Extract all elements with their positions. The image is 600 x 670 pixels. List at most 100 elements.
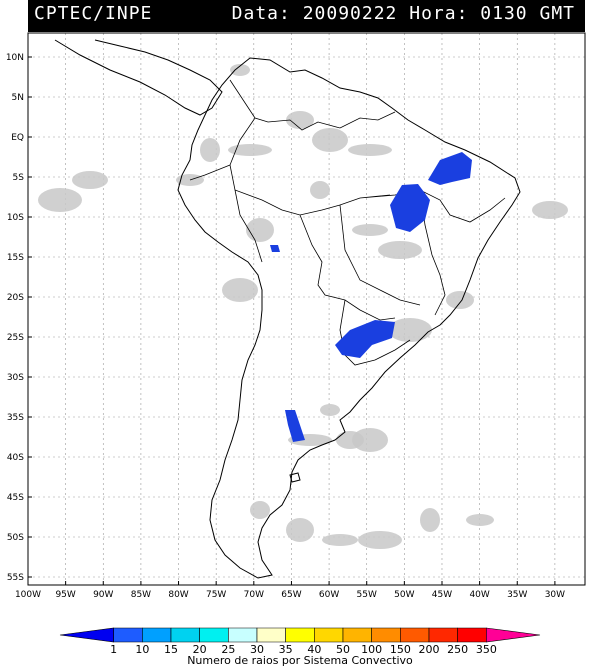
lightning-patch	[270, 245, 280, 252]
cloud-patch	[310, 181, 330, 199]
country-borders	[189, 79, 506, 366]
lat-label: 40S	[7, 453, 24, 463]
legend-swatch	[228, 627, 258, 643]
legend-value: 1	[110, 643, 117, 656]
cloud-patch	[320, 404, 340, 416]
cloud-patch	[250, 501, 270, 519]
cloud-patch	[420, 508, 440, 532]
lon-label: 55W	[357, 590, 377, 600]
cloud-cover	[38, 64, 568, 549]
time-label: Hora:	[409, 3, 469, 24]
map-frame	[27, 32, 586, 586]
cloud-patch	[348, 144, 392, 156]
legend-value: 200	[419, 643, 440, 656]
lon-label: 65W	[281, 590, 301, 600]
cloud-patch	[446, 291, 474, 309]
time-zone: GMT	[539, 3, 575, 24]
time-value: 0130	[480, 3, 528, 24]
title-bar: CPTEC/INPE Data: 20090222 Hora: 0130 GMT	[28, 0, 585, 32]
legend-swatch	[256, 627, 286, 643]
source-label: CPTEC/INPE	[34, 3, 153, 24]
legend-value: 30	[250, 643, 264, 656]
lon-label: 40W	[469, 590, 489, 600]
lightning-patch	[285, 410, 305, 442]
legend-swatch	[428, 627, 458, 643]
cloud-patch	[532, 201, 568, 219]
lon-label: 70W	[244, 590, 264, 600]
cloud-patch	[38, 188, 82, 212]
lightning-patch	[390, 184, 430, 232]
legend-value: 35	[279, 643, 293, 656]
south-america-outline	[177, 57, 521, 579]
legend-value: 100	[361, 643, 382, 656]
lat-label: 35S	[7, 413, 24, 423]
lon-label: 75W	[206, 590, 226, 600]
lon-label: 95W	[55, 590, 75, 600]
cloud-patch	[352, 224, 388, 236]
legend-value: 350	[476, 643, 497, 656]
date-value: 20090222	[302, 3, 398, 24]
cloud-patch	[378, 241, 422, 259]
cloud-patch	[72, 171, 108, 189]
cloud-patch	[352, 428, 388, 452]
cloud-patch	[286, 111, 314, 129]
legend-value: 250	[447, 643, 468, 656]
lat-label: 25S	[7, 333, 24, 343]
lat-label: 5N	[12, 93, 24, 103]
legend-value: 50	[336, 643, 350, 656]
lat-label: 15S	[7, 253, 24, 263]
lon-label: 35W	[507, 590, 527, 600]
legend-value: 25	[221, 643, 235, 656]
lat-label: 10N	[6, 53, 24, 63]
cloud-patch	[358, 531, 402, 549]
map-axes: 10N 5N EQ 5S 10S 15S 20S 25S 30S 35S 40S 45S 50S 55S 1…	[6, 32, 586, 600]
legend-swatch	[142, 627, 172, 643]
cloud-patch	[286, 518, 314, 542]
legend-value: 20	[193, 643, 207, 656]
cloud-patch	[222, 278, 258, 302]
datetime-label: Data: 20090222 Hora: 0130 GMT	[232, 3, 575, 24]
lightning-patch	[428, 152, 472, 185]
lon-label: 80W	[168, 590, 188, 600]
lat-label: 5S	[13, 173, 25, 183]
lightning-patch	[335, 320, 395, 358]
lon-label: 85W	[131, 590, 151, 600]
legend-swatch	[342, 627, 372, 643]
legend-swatch	[314, 627, 344, 643]
legend-value: 40	[307, 643, 321, 656]
lat-label: 50S	[7, 533, 24, 543]
date-label: Data:	[231, 3, 291, 24]
legend-swatch	[400, 627, 430, 643]
lon-label: 100W	[15, 590, 41, 600]
legend-value: 10	[135, 643, 149, 656]
cloud-patch	[322, 534, 358, 546]
lat-label: 10S	[7, 213, 24, 223]
cloud-patch	[230, 64, 250, 76]
lightning-systems	[270, 152, 472, 442]
lat-label: EQ	[11, 133, 24, 143]
legend-swatch	[199, 627, 229, 643]
legend-swatch	[170, 627, 200, 643]
lat-label: 45S	[7, 493, 24, 503]
lat-label: 30S	[7, 373, 24, 383]
lon-label: 60W	[319, 590, 339, 600]
lon-label: 90W	[93, 590, 113, 600]
continent-outline	[54, 39, 521, 579]
falkland-islands	[289, 472, 301, 483]
cloud-patch	[466, 514, 494, 526]
lon-label: 50W	[394, 590, 414, 600]
legend-swatch	[486, 627, 541, 643]
cloud-patch	[246, 218, 274, 242]
lat-label: 55S	[7, 573, 24, 583]
lon-label: 30W	[545, 590, 565, 600]
lat-label: 20S	[7, 293, 24, 303]
legend-swatch	[457, 627, 487, 643]
cloud-patch	[388, 318, 432, 342]
lon-label: 45W	[432, 590, 452, 600]
legend-swatch	[59, 627, 114, 643]
central-america-outline	[54, 39, 223, 116]
legend-title: Numero de raios por Sistema Convectivo	[187, 654, 413, 667]
cloud-patch	[228, 144, 272, 156]
legend-value: 150	[390, 643, 411, 656]
